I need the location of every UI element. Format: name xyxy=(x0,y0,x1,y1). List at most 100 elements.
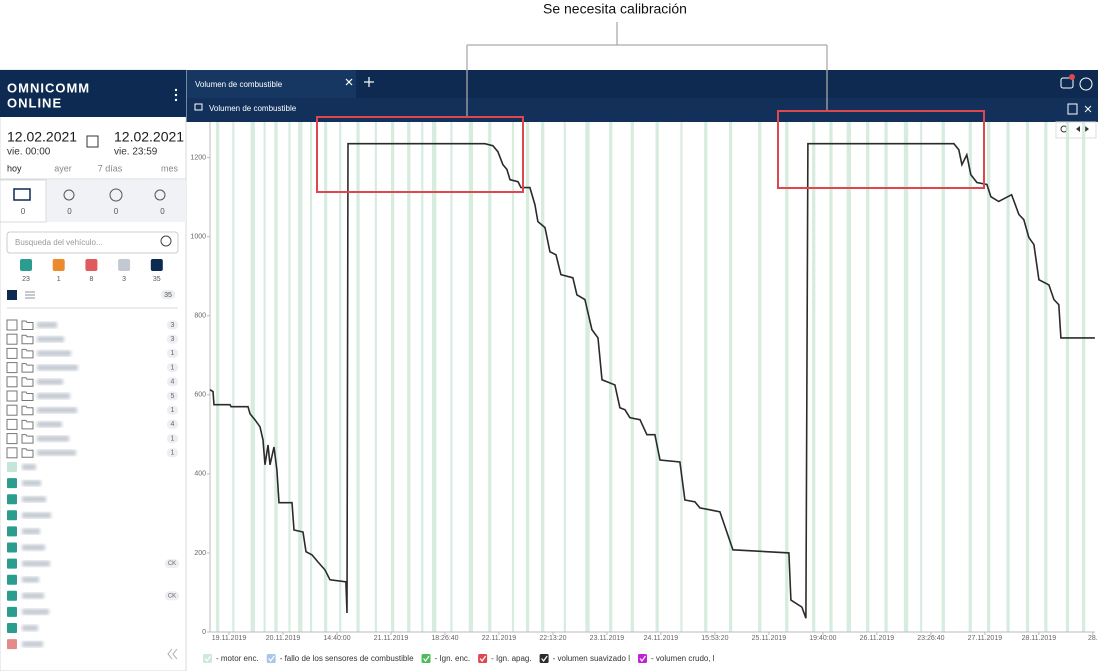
checkbox[interactable] xyxy=(6,376,18,388)
sidebar-header xyxy=(0,70,186,117)
period-option[interactable]: mes xyxy=(161,163,179,173)
x-tick-label: 20.11.2019 xyxy=(266,635,301,642)
period-option[interactable]: hoy xyxy=(7,163,22,173)
status-filter[interactable] xyxy=(20,259,32,271)
blurred-name xyxy=(22,625,38,631)
period-option[interactable]: ayer xyxy=(54,163,72,173)
vehicle-checkbox[interactable] xyxy=(7,623,17,633)
legend-label: - volumen crudo, l xyxy=(651,654,715,663)
engine-on-band xyxy=(421,122,424,632)
sidebar-panel xyxy=(0,69,187,671)
blurred-name xyxy=(22,576,39,583)
zoom-controls[interactable] xyxy=(1055,121,1097,139)
status-filter[interactable] xyxy=(118,259,131,271)
driver-icon[interactable] xyxy=(63,189,75,201)
blurred-name xyxy=(37,435,69,442)
time-to[interactable]: vie. 23:59 xyxy=(114,147,158,158)
checkbox[interactable] xyxy=(6,418,18,430)
tab-title[interactable]: Volumen de combustible xyxy=(195,80,283,89)
date-to[interactable]: 12.02.2021 xyxy=(114,129,184,145)
pan-right[interactable] xyxy=(1085,126,1089,132)
checkbox[interactable] xyxy=(6,362,18,374)
folder-icon xyxy=(21,448,34,458)
checkbox[interactable] xyxy=(6,390,18,402)
time-from[interactable]: vie. 00:00 xyxy=(7,147,51,158)
engine-on-band xyxy=(1025,122,1030,632)
vehicle-checkbox[interactable] xyxy=(7,478,17,489)
date-from[interactable]: 12.02.2021 xyxy=(7,129,77,145)
badge xyxy=(167,448,178,458)
vehicle-checkbox[interactable] xyxy=(7,542,17,553)
layout-icon[interactable] xyxy=(1067,103,1078,115)
lock-icon[interactable] xyxy=(194,103,203,111)
folder-count: 3 xyxy=(171,336,175,343)
active-tab[interactable] xyxy=(186,70,356,98)
status-count: 35 xyxy=(153,276,161,283)
x-tick-label: 15:53:20 xyxy=(701,635,728,642)
blurred-name xyxy=(22,560,50,567)
legend-checkbox[interactable] xyxy=(421,654,431,663)
vehicle-checkbox[interactable] xyxy=(7,558,17,569)
new-tab[interactable] xyxy=(364,77,374,87)
checkbox[interactable] xyxy=(6,333,18,345)
vehicle-checkbox[interactable] xyxy=(7,606,17,617)
select-all[interactable] xyxy=(7,290,17,300)
checkbox[interactable] xyxy=(6,447,18,459)
x-tick-label: 26.11.2019 xyxy=(860,635,895,642)
messages-icon[interactable] xyxy=(1060,77,1074,89)
search-icon[interactable] xyxy=(160,235,172,247)
vehicle-checkbox[interactable] xyxy=(7,510,17,521)
status-count: 3 xyxy=(122,276,126,283)
folder-count: 4 xyxy=(171,379,175,386)
checkbox[interactable] xyxy=(6,433,18,445)
group-icon[interactable] xyxy=(109,188,123,202)
checkbox[interactable] xyxy=(6,319,18,331)
help-icon[interactable] xyxy=(1079,77,1093,91)
geo-icon[interactable] xyxy=(154,189,166,201)
x-tick-label: 23:26:40 xyxy=(917,635,944,642)
badge xyxy=(167,377,178,387)
vehicle-checkbox[interactable] xyxy=(7,639,17,650)
pan-left[interactable] xyxy=(1076,126,1080,132)
badge xyxy=(165,559,179,569)
vehicle-checkbox[interactable] xyxy=(7,494,17,505)
vehicle-checkbox[interactable] xyxy=(7,526,17,537)
engine-on-band xyxy=(250,122,255,632)
close-panel[interactable] xyxy=(1084,105,1092,113)
y-tick-label: 400 xyxy=(194,471,206,478)
legend-checkbox[interactable] xyxy=(478,654,488,663)
status-filter[interactable] xyxy=(150,259,163,271)
vehicle-checkbox[interactable] xyxy=(7,574,17,585)
engine-on-band xyxy=(488,122,492,632)
blurred-name xyxy=(22,592,44,599)
legend-checkbox[interactable] xyxy=(203,654,212,663)
folder-icon xyxy=(21,363,34,373)
calendar-icon[interactable] xyxy=(86,135,99,148)
vehicle-badge: CK xyxy=(168,593,176,599)
list-icon[interactable] xyxy=(25,291,35,299)
checkbox[interactable] xyxy=(6,347,18,359)
period-option[interactable]: 7 días xyxy=(98,163,123,173)
collapse-icon[interactable] xyxy=(167,648,173,660)
menu-icon[interactable] xyxy=(174,88,178,102)
status-filter[interactable] xyxy=(52,259,65,271)
active-filter-tab[interactable] xyxy=(0,179,47,223)
status-filter[interactable] xyxy=(85,259,98,271)
collapse-icon[interactable] xyxy=(172,648,178,660)
blurred-name xyxy=(22,480,41,487)
checkbox[interactable] xyxy=(6,404,18,416)
badge xyxy=(167,363,178,373)
engine-on-band xyxy=(655,122,659,632)
x-tick-label: 28.11.2019 xyxy=(1022,635,1057,642)
legend-checkbox[interactable] xyxy=(637,654,647,663)
vehicle-checkbox[interactable] xyxy=(7,590,17,601)
legend-checkbox[interactable] xyxy=(266,654,276,663)
truck-icon[interactable] xyxy=(13,188,31,201)
engine-on-band xyxy=(525,122,530,632)
chart: 0 200 400 600 800 1000 1200 19.11.2019 20.11.201… xyxy=(190,122,1098,663)
vehicle-checkbox[interactable] xyxy=(7,462,17,472)
legend-checkbox[interactable] xyxy=(539,654,549,663)
search-placeholder[interactable]: Busqueda del vehículo... xyxy=(15,238,103,247)
close-tab[interactable] xyxy=(345,78,353,86)
search-box[interactable] xyxy=(6,231,179,254)
